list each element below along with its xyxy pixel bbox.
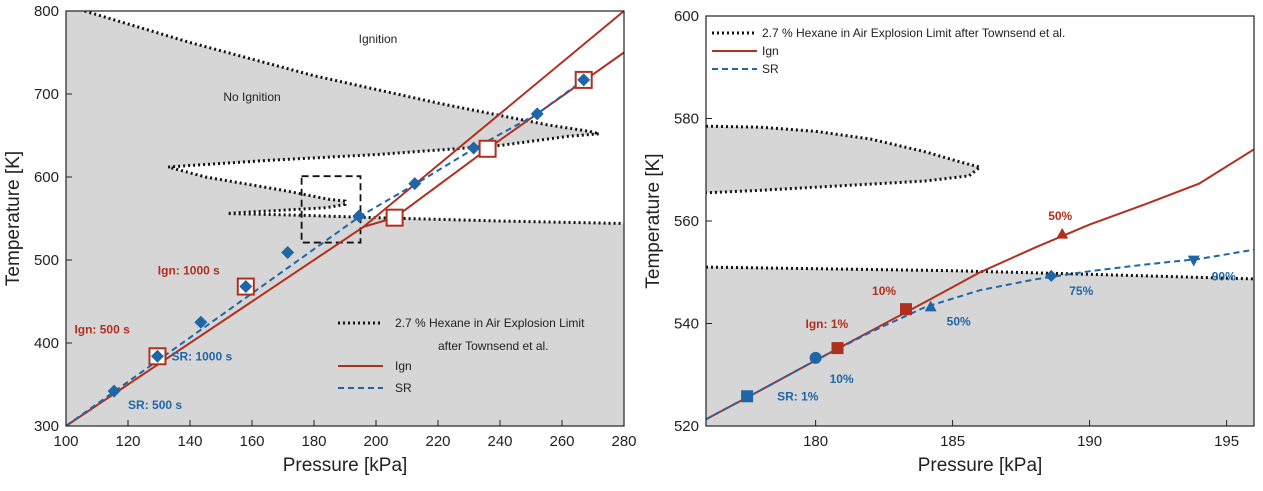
legend-label-limit: after Townsend et al. [438,339,549,353]
annotation-label: Ign: 500 s [74,322,130,336]
right-y-tick-label: 600 [674,8,699,25]
sr-marker [281,246,295,260]
left-plot-area [66,11,624,426]
right-plot-frame [705,15,1255,427]
explosion-limit-curve [84,11,624,225]
left-y-tick-label: 300 [34,418,59,435]
sr-marker [1187,255,1200,267]
no-ignition-region-lower [706,267,1254,426]
left-y-tick-label: 500 [34,252,59,269]
left-x-tick-label: 140 [177,433,202,450]
right-y-tick-label: 580 [674,111,699,128]
left-x-tick-label: 160 [239,433,264,450]
explosion-limit-curve-lower [706,265,1254,281]
ign-marker-label: 50% [1048,209,1072,223]
no-ignition-region-upper [706,126,980,193]
sr-marker [467,141,481,155]
right-axes: 180 185 190 195 520 540 560 580 600 Pressure [kPa… [643,8,1255,476]
sr-marker-label: 50% [947,315,971,329]
ign-marker [1056,227,1069,239]
sr-marker [577,73,591,87]
annotation-label: Ign: 1000 s [158,264,220,278]
left-x-tick-label: 180 [301,433,326,450]
legend-label-limit: 2.7 % Hexane in Air Explosion Limit [395,316,585,330]
ignition-region-label: Ignition [359,32,398,46]
sr-marker [239,280,253,294]
left-x-tick-label: 220 [425,433,450,450]
legend-label-sr: SR [395,381,412,395]
annotation-label: SR: 500 s [128,398,182,412]
left-x-tick-label: 260 [549,433,574,450]
right-x-axis-label: Pressure [kPa] [918,455,1043,476]
right-plot-area [706,124,1254,426]
sr-marker-label: 10% [830,372,854,386]
left-x-tick-label: 120 [115,433,140,450]
sr-marker [150,349,164,363]
explosion-limit-curve-upper [706,124,984,195]
sr-line [66,79,585,426]
ign-marker [831,342,844,355]
right-x-tick-label: 195 [1214,433,1239,450]
right-x-tick-label: 180 [803,433,828,450]
legend-label-ign: Ign [762,44,779,58]
legend-label-sr: SR [762,62,779,76]
left-y-tick-label: 600 [34,169,59,186]
ign-marker-label: 10% [872,284,896,298]
left-y-tick-label: 400 [34,335,59,352]
sr-marker [107,384,121,398]
legend-label-limit: 2.7 % Hexane in Air Explosion Limit afte… [762,26,1065,40]
right-x-tick-label: 185 [940,433,965,450]
right-legend: 2.7 % Hexane in Air Explosion Limit afte… [712,26,1065,76]
right-x-tick-label: 190 [1077,433,1102,450]
left-y-axis-label: Temperature [K] [3,151,24,286]
ign-marker [385,208,404,227]
left-x-tick-label: 200 [363,433,388,450]
left-y-tick-label: 800 [34,3,59,20]
left-x-axis-label: Pressure [kPa] [283,455,408,476]
ign-marker-label: Ign: 1% [806,317,849,331]
sr-marker [809,351,822,364]
sr-marker-label: 75% [1069,284,1093,298]
sr-marker [1045,269,1058,282]
sr-marker [352,209,366,223]
ign-marker [478,139,497,158]
sr-marker-label: 90% [1212,269,1236,283]
sr-marker [741,390,754,403]
left-y-tick-label: 700 [34,86,59,103]
left-legend: 2.7 % Hexane in Air Explosion Limit after… [338,316,585,395]
sr-marker-label: SR: 1% [777,389,819,403]
ign-line-lower [363,51,624,228]
no-ignition-region-label: No Ignition [223,90,280,104]
right-y-tick-label: 540 [674,316,699,333]
legend-label-ign: Ign [395,359,412,373]
right-y-tick-label: 520 [674,418,699,435]
right-y-axis-label: Temperature [K] [643,153,664,288]
sr-marker [530,107,544,121]
sr-line [706,248,1254,421]
zoom-box [300,175,362,244]
ign-marker [900,303,913,316]
left-x-tick-label: 240 [487,433,512,450]
sr-marker [408,177,422,191]
left-x-tick-label: 100 [53,433,78,450]
sr-marker [924,300,937,312]
right-y-tick-label: 560 [674,213,699,230]
left-plot-frame [65,10,625,427]
left-x-tick-label: 280 [611,433,636,450]
annotation-label: SR: 1000 s [171,349,232,363]
sr-marker [194,315,208,329]
left-axes: 100 120 140 160 180 200 220 240 260 280 300 400 500 6… [3,3,637,476]
